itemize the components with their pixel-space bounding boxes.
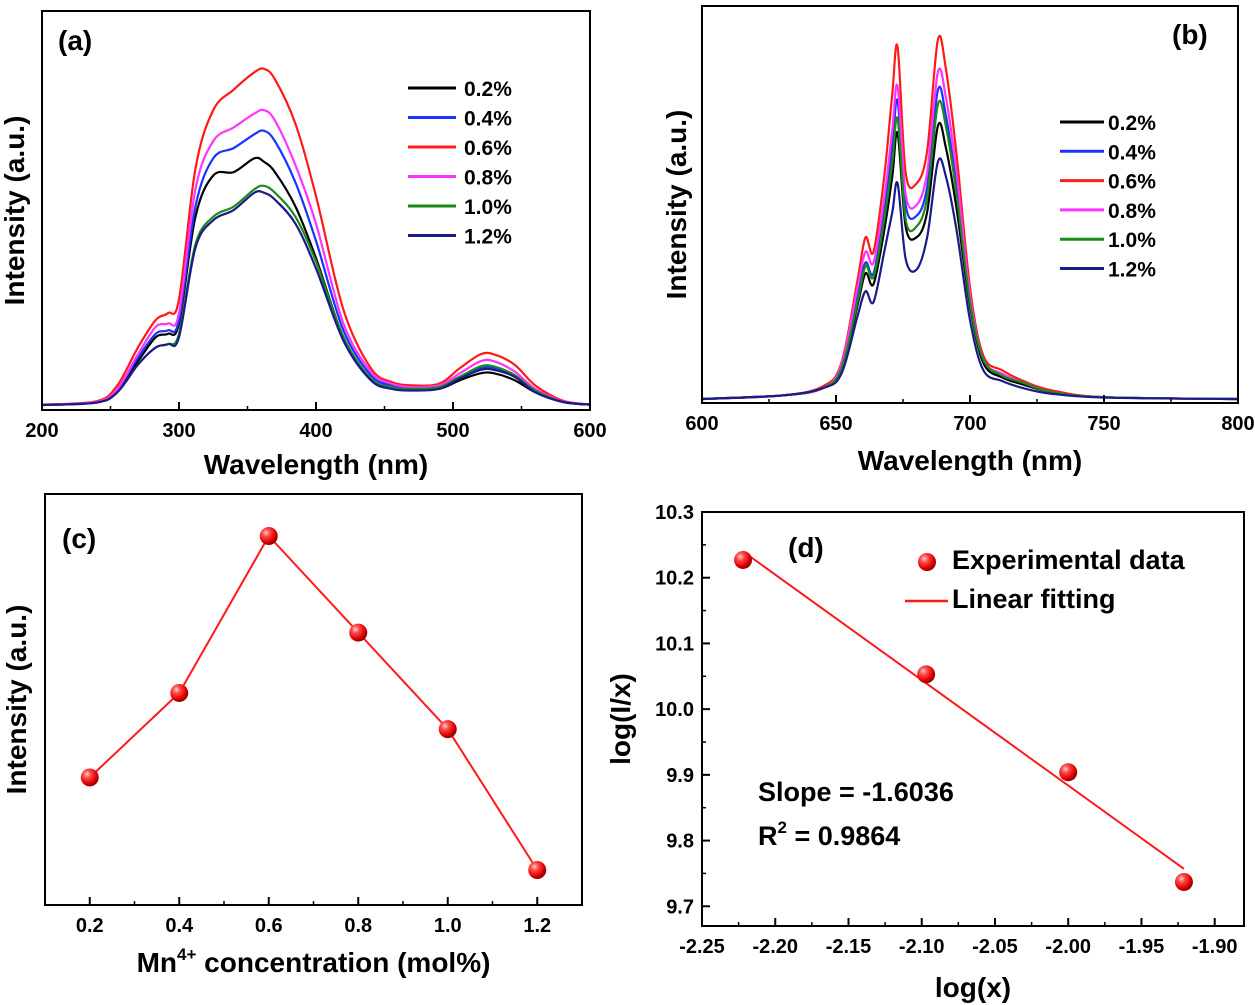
panel-d-legend-label: Experimental data [952,545,1186,575]
panel-b-legend-label: 0.6% [1108,171,1156,194]
panel-a-x-tick-label: 400 [299,420,332,442]
panel-c-frame [44,493,583,906]
panel-d-x-tick-label: -2.10 [899,936,945,958]
panel-a-legend-label: 1.2% [464,226,512,249]
panel-c-x-tick-label: 0.2 [76,915,104,937]
panel-c-label: (c) [62,523,96,554]
panel-a-series-line-0.8% [41,108,591,407]
panel-d-y-tick-label: 10.0 [655,699,694,721]
panel-d-x-tick-label: -1.95 [1119,936,1165,958]
panel-c-data-point [259,527,278,545]
panel-d-frame [701,511,1245,927]
panel-b-legend-label: 0.4% [1108,141,1156,164]
panel-b-legend-label: 1.2% [1108,259,1156,282]
panel-a-x-tick-label: 500 [436,420,469,442]
panel-b-series-line-0.6% [701,34,1239,401]
panel-c-x-tick-label: 0.4 [165,915,194,937]
panel-c-x-axis-label: Mn4+ concentration (mol%) [137,945,491,978]
panel-b-series-line-0.2% [701,121,1239,401]
panel-c-y-axis-label: Intensity (a.u.) [1,605,32,795]
panel-c-data-point [349,623,368,642]
panel-a-legend-label: 0.6% [464,137,512,160]
panel-d-chart: -2.25 -2.20 -2.15 -2.10 -2.05 -2.00 -1.95 -1.90… [605,502,1245,1003]
panel-d-legend-marker [918,553,936,571]
panel-b-series-line-1.2% [701,157,1239,401]
panel-d-legend-label: Linear fitting [952,584,1116,614]
panel-d-x-tick-label: -2.15 [826,936,872,958]
panel-b-label: (b) [1172,19,1208,50]
panel-a-x-tick-label: 300 [162,420,195,442]
panel-c-data-point [528,861,547,879]
panel-b-x-axis-label: Wavelength (nm) [858,445,1083,476]
panel-d-x-tick-label: -2.05 [972,936,1018,958]
panel-c-chart: 0.2 0.4 0.6 0.8 1.0 1.2 Mn4+ concentration (mo… [1,493,583,978]
panel-b-chart: 600 650 700 750 800 Wavelength (nm) Intensity … [661,5,1255,476]
panel-b-series-line-0.8% [701,67,1239,401]
panel-d-y-tick-label: 9.7 [666,896,694,918]
panel-c-data-point [80,768,99,787]
panel-b-x-tick-label: 650 [819,413,852,435]
panel-d-y-tick-label: 10.3 [655,502,694,524]
panel-a-x-tick-label: 600 [573,420,606,442]
panel-c-x-axis-label-suffix: concentration (mol%) [196,947,490,978]
panel-a-legend-label: 0.4% [464,108,512,131]
panel-a-series-line-0.6% [41,67,591,406]
panel-d-x-tick-label: -2.00 [1045,936,1091,958]
panel-d-fit-line [742,550,1185,870]
panel-d-r2-superscript: 2 [778,818,787,837]
panel-d-y-tick-label: 10.1 [655,633,694,655]
panel-d-x-tick-label: -2.25 [679,936,725,958]
panel-c-data-point [170,683,189,702]
panel-a-x-tick-label: 200 [25,420,58,442]
panel-a-chart: 200 300 400 500 600 Wavelength (nm) Intensity … [0,10,607,480]
panel-a-legend-label: 0.8% [464,167,512,190]
panel-c-x-axis-label-base: Mn [137,947,177,978]
panel-c-x-tick-label: 0.8 [344,915,372,937]
panel-c-x-tick-label: 1.0 [434,915,462,937]
panel-a-series-line-0.2% [41,156,591,407]
panel-a-label: (a) [58,25,92,56]
panel-c-x-tick-label: 1.2 [523,915,551,937]
panel-b-series-line-0.4% [701,85,1239,401]
panel-d-data-point [734,550,753,569]
panel-a-y-axis-label: Intensity (a.u.) [0,116,30,306]
panel-a-legend-label: 1.0% [464,196,512,219]
panel-d-data-point [917,665,936,684]
panel-d-x-tick-label: -2.20 [752,936,798,958]
panel-b-x-tick-label: 750 [1087,413,1120,435]
panel-d-r2-annotation: R2 = 0.9864 [758,818,900,851]
panel-b-x-tick-label: 700 [953,413,986,435]
panel-c-x-axis-label-superscript: 4+ [177,945,196,964]
panel-b-x-tick-label: 800 [1221,413,1254,435]
panel-d-x-tick-label: -1.90 [1192,936,1238,958]
panel-b-x-tick-label: 600 [685,413,718,435]
panel-a-legend-label: 0.2% [464,78,512,101]
panel-b-legend-label: 1.0% [1108,229,1156,252]
panel-d-r2-suffix: = 0.9864 [787,821,900,851]
panel-d-r2-base: R [758,821,778,851]
panel-b-legend-label: 0.2% [1108,112,1156,135]
panel-b-frame [701,5,1239,404]
panel-d-y-axis-label: log(I/x) [605,673,636,765]
panel-d-data-point [1174,872,1193,891]
panel-d-slope-annotation: Slope = -1.6036 [758,777,954,807]
panel-d-x-axis-label: log(x) [935,972,1011,1003]
panel-c-data-point [438,720,457,739]
panel-c-x-tick-label: 0.6 [255,915,283,937]
panel-d-label: (d) [788,532,824,563]
panel-b-series-line-1.0% [701,99,1239,401]
panel-d-y-tick-label: 9.9 [666,765,694,787]
panel-d-data-point [1059,763,1078,782]
panel-d-y-tick-label: 10.2 [655,568,694,590]
panel-a-x-axis-label: Wavelength (nm) [204,449,429,480]
panel-b-y-axis-label: Intensity (a.u.) [661,110,692,300]
panel-d-y-tick-label: 9.8 [666,831,694,853]
panel-a-series-line-1.2% [41,190,591,407]
panel-b-legend-label: 0.8% [1108,200,1156,223]
panel-c-series-line [89,534,539,871]
panel-a-series-line-0.4% [41,129,591,407]
